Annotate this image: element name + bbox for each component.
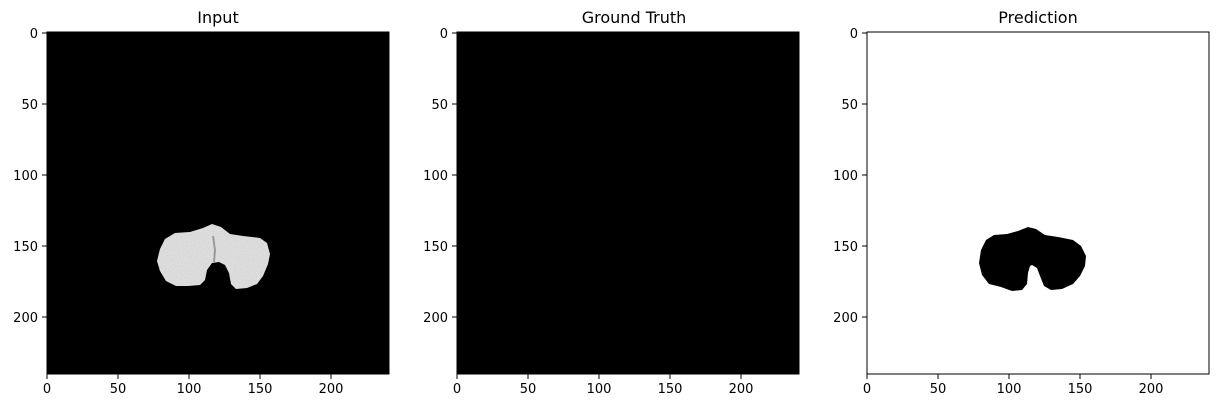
axes-frame-prediction <box>866 31 1210 375</box>
y-tick-label: 150 <box>833 240 858 255</box>
axes-frame-input <box>46 31 390 375</box>
image-prediction <box>867 32 1209 374</box>
panel-title-ground-truth: Ground Truth <box>582 8 687 27</box>
y-tick-label: 100 <box>423 169 448 184</box>
x-tick-label: 200 <box>1139 382 1164 397</box>
panel-input: Input 0 50 100 150 200 0 50 <box>13 8 390 397</box>
x-tick-label: 150 <box>248 382 273 397</box>
y-tick-label: 100 <box>13 169 38 184</box>
x-tick-label: 0 <box>863 382 871 397</box>
x-axis-ground-truth: 0 50 100 150 200 <box>453 374 754 397</box>
x-tick-label: 150 <box>658 382 683 397</box>
x-tick-label: 50 <box>930 382 947 397</box>
x-tick-label: 100 <box>997 382 1022 397</box>
x-tick-label: 0 <box>43 382 51 397</box>
x-tick-label: 150 <box>1068 382 1093 397</box>
x-tick-label: 200 <box>729 382 754 397</box>
x-tick-label: 100 <box>587 382 612 397</box>
y-tick-label: 200 <box>833 311 858 326</box>
y-axis-ground-truth: 0 50 100 150 200 <box>423 27 457 326</box>
image-ground-truth <box>457 32 799 374</box>
x-tick-label: 50 <box>110 382 127 397</box>
panel-title-input: Input <box>197 8 238 27</box>
y-tick-label: 50 <box>431 98 448 113</box>
y-tick-label: 50 <box>841 98 858 113</box>
y-tick-label: 50 <box>21 98 38 113</box>
x-tick-label: 200 <box>319 382 344 397</box>
x-tick-label: 0 <box>453 382 461 397</box>
y-tick-label: 150 <box>13 240 38 255</box>
axes-frame-ground-truth <box>456 31 800 375</box>
x-tick-label: 100 <box>177 382 202 397</box>
mask-blob-prediction <box>979 227 1086 291</box>
y-axis-input: 0 50 100 150 200 <box>13 27 47 326</box>
y-tick-label: 100 <box>833 169 858 184</box>
y-tick-label: 150 <box>423 240 448 255</box>
y-tick-label: 0 <box>440 27 448 42</box>
y-tick-label: 0 <box>850 27 858 42</box>
image-input <box>47 32 389 374</box>
brain-fissure-input <box>212 235 217 263</box>
y-axis-prediction: 0 50 100 150 200 <box>833 27 867 326</box>
y-tick-label: 0 <box>30 27 38 42</box>
panel-title-prediction: Prediction <box>998 8 1077 27</box>
y-tick-label: 200 <box>13 311 38 326</box>
panel-ground-truth: Ground Truth 0 50 100 150 200 0 50 100 1… <box>423 8 800 397</box>
x-axis-prediction: 0 50 100 150 200 <box>863 374 1164 397</box>
x-axis-input: 0 50 100 150 200 <box>43 374 344 397</box>
y-tick-label: 200 <box>423 311 448 326</box>
x-tick-label: 50 <box>520 382 537 397</box>
panel-prediction: Prediction 0 50 100 150 200 0 50 100 <box>833 8 1210 397</box>
